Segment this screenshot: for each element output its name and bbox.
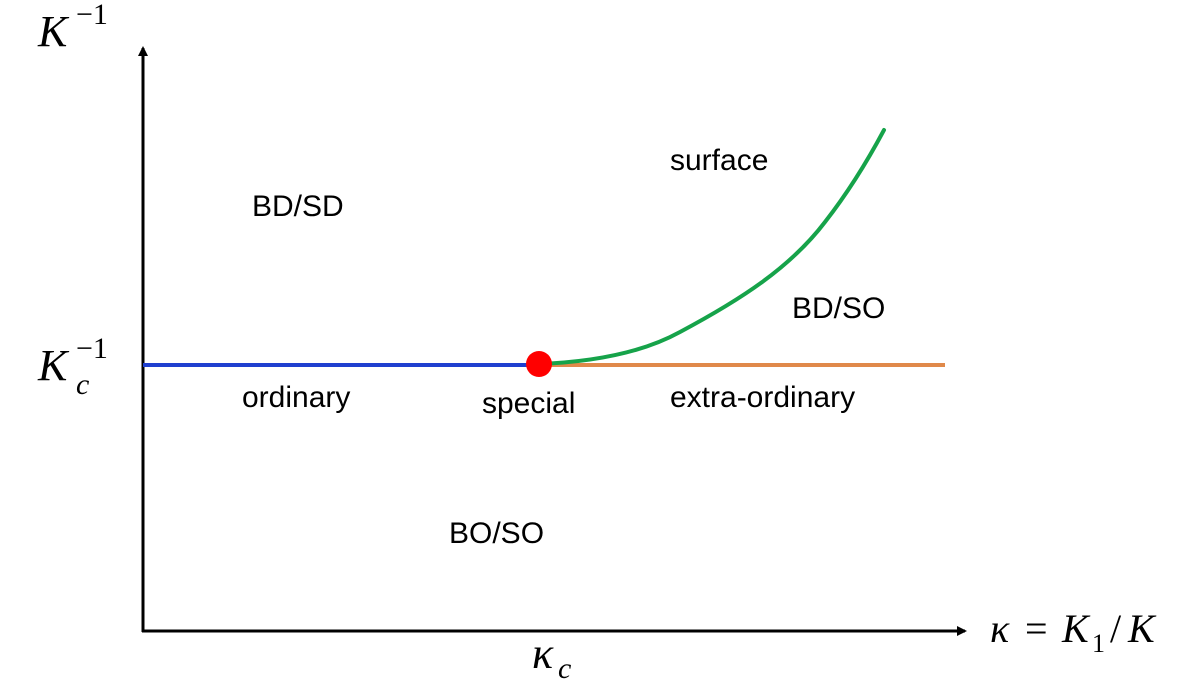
y-tick-sup: −1 [76, 332, 108, 365]
y-tick-sub: c [76, 368, 89, 401]
y-tick-kc: K −1 c [37, 332, 108, 401]
surface-transition-curve [537, 128, 886, 366]
x-axis-label-kappa: κ [990, 606, 1010, 651]
transition-label-ordinary: ordinary [242, 381, 350, 414]
region-label-bd-so: BD/SO [792, 292, 885, 325]
x-axis-label-slash: / [1110, 606, 1122, 651]
x-axis-label: κ = K 1 / K [990, 606, 1157, 658]
y-axis-label-base: K [37, 7, 70, 56]
transition-label-extra-ordinary: extra-ordinary [670, 381, 855, 414]
y-axis-label: K −1 [37, 0, 108, 56]
region-label-bo-so: BO/SO [449, 517, 544, 550]
y-axis-label-sup: −1 [76, 0, 108, 31]
x-axis-label-k1: K [1061, 606, 1091, 651]
x-axis-label-k2: K [1127, 606, 1157, 651]
x-tick-sub: c [558, 652, 571, 685]
region-label-bd-sd: BD/SD [252, 190, 344, 223]
x-axis-label-eq: = [1025, 606, 1048, 651]
x-tick-kappa-c: κ c [532, 629, 571, 685]
special-point-marker [526, 351, 552, 377]
x-axis-label-sub: 1 [1092, 629, 1105, 658]
x-tick-base: κ [532, 629, 554, 678]
region-label-surface: surface [670, 144, 768, 177]
y-tick-base: K [37, 341, 70, 390]
transition-label-special: special [482, 387, 575, 420]
